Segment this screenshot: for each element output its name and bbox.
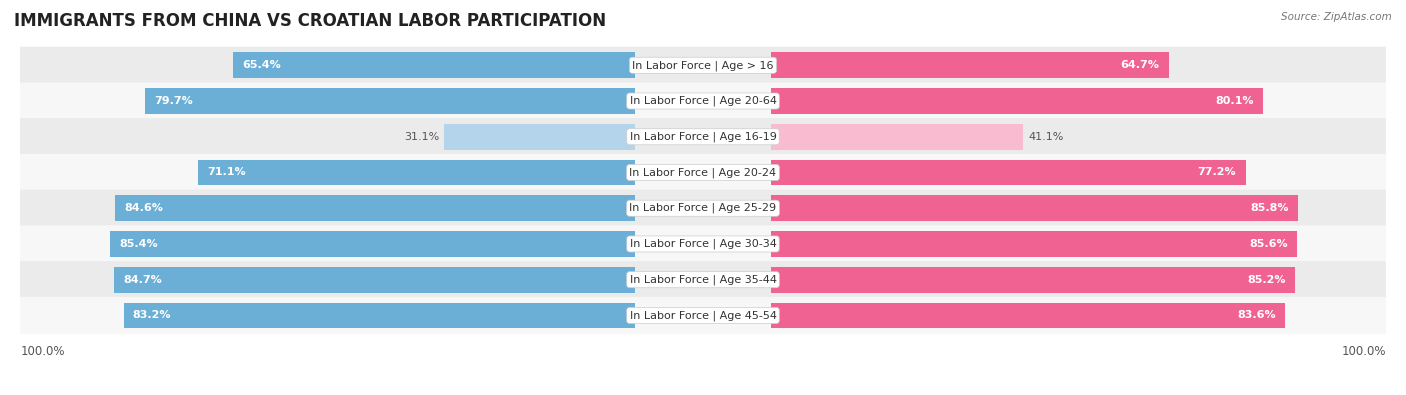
Text: 71.1%: 71.1% bbox=[207, 167, 246, 177]
Text: In Labor Force | Age 45-54: In Labor Force | Age 45-54 bbox=[630, 310, 776, 321]
Bar bbox=[233, 53, 636, 78]
Text: 85.4%: 85.4% bbox=[120, 239, 157, 249]
Text: 80.1%: 80.1% bbox=[1216, 96, 1254, 106]
Text: 83.6%: 83.6% bbox=[1237, 310, 1275, 320]
Bar bbox=[145, 88, 636, 114]
Text: In Labor Force | Age 20-64: In Labor Force | Age 20-64 bbox=[630, 96, 776, 106]
Bar bbox=[124, 303, 636, 328]
Bar bbox=[770, 53, 1168, 78]
Bar bbox=[770, 88, 1264, 114]
Text: In Labor Force | Age > 16: In Labor Force | Age > 16 bbox=[633, 60, 773, 71]
Bar bbox=[115, 196, 636, 221]
Bar bbox=[770, 231, 1298, 257]
FancyBboxPatch shape bbox=[20, 190, 1386, 227]
Text: In Labor Force | Age 35-44: In Labor Force | Age 35-44 bbox=[630, 275, 776, 285]
Text: 65.4%: 65.4% bbox=[242, 60, 281, 70]
Text: 85.8%: 85.8% bbox=[1251, 203, 1289, 213]
Text: 85.2%: 85.2% bbox=[1247, 275, 1285, 285]
FancyBboxPatch shape bbox=[20, 297, 1386, 334]
Bar bbox=[110, 231, 636, 257]
FancyBboxPatch shape bbox=[20, 47, 1386, 84]
Text: 84.6%: 84.6% bbox=[124, 203, 163, 213]
Text: In Labor Force | Age 30-34: In Labor Force | Age 30-34 bbox=[630, 239, 776, 249]
Bar bbox=[770, 160, 1246, 185]
Text: 83.2%: 83.2% bbox=[132, 310, 172, 320]
Text: In Labor Force | Age 20-24: In Labor Force | Age 20-24 bbox=[630, 167, 776, 178]
Text: In Labor Force | Age 16-19: In Labor Force | Age 16-19 bbox=[630, 132, 776, 142]
Bar bbox=[114, 267, 636, 293]
FancyBboxPatch shape bbox=[20, 83, 1386, 120]
Text: 64.7%: 64.7% bbox=[1121, 60, 1160, 70]
Text: Source: ZipAtlas.com: Source: ZipAtlas.com bbox=[1281, 12, 1392, 22]
FancyBboxPatch shape bbox=[20, 261, 1386, 298]
Text: IMMIGRANTS FROM CHINA VS CROATIAN LABOR PARTICIPATION: IMMIGRANTS FROM CHINA VS CROATIAN LABOR … bbox=[14, 12, 606, 30]
Bar bbox=[770, 267, 1295, 293]
Bar bbox=[770, 303, 1285, 328]
Bar bbox=[444, 124, 636, 150]
Text: 31.1%: 31.1% bbox=[404, 132, 439, 142]
Text: 100.0%: 100.0% bbox=[1341, 345, 1386, 358]
Bar bbox=[770, 196, 1299, 221]
Text: 41.1%: 41.1% bbox=[1028, 132, 1064, 142]
FancyBboxPatch shape bbox=[20, 226, 1386, 263]
Text: 85.6%: 85.6% bbox=[1250, 239, 1288, 249]
FancyBboxPatch shape bbox=[20, 118, 1386, 155]
Text: 100.0%: 100.0% bbox=[20, 345, 65, 358]
Text: 84.7%: 84.7% bbox=[124, 275, 162, 285]
Text: In Labor Force | Age 25-29: In Labor Force | Age 25-29 bbox=[630, 203, 776, 213]
Bar bbox=[198, 160, 636, 185]
Bar bbox=[770, 124, 1024, 150]
Text: 77.2%: 77.2% bbox=[1198, 167, 1236, 177]
FancyBboxPatch shape bbox=[20, 154, 1386, 191]
Text: 79.7%: 79.7% bbox=[155, 96, 193, 106]
